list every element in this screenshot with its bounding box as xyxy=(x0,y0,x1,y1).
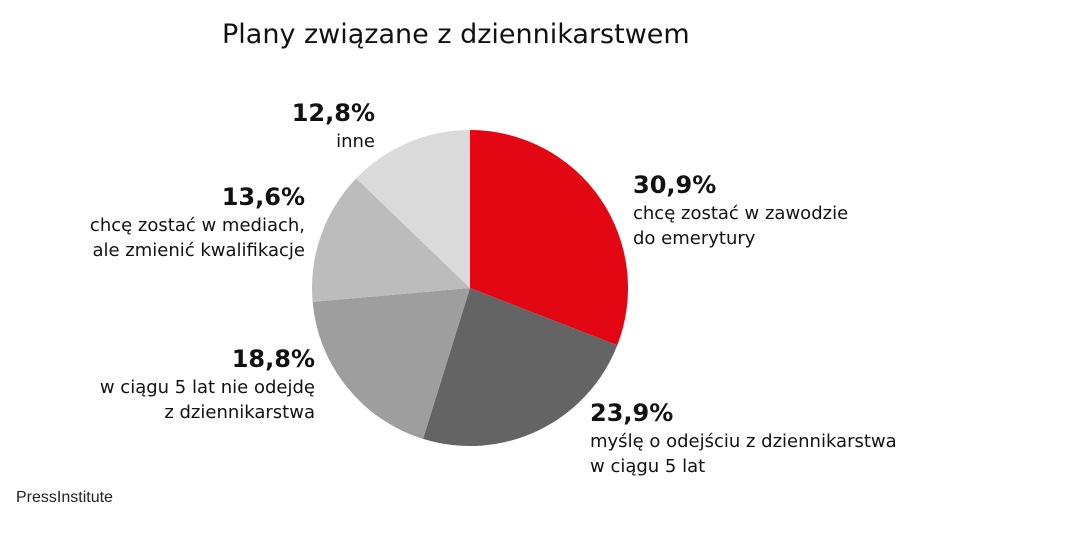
slice-category-label: chcę zostać w zawodzie do emerytury xyxy=(633,203,849,249)
slice-category-label: inne xyxy=(336,131,375,152)
slice-label-thinking-of-leaving: 23,9% myślę o odejściu z dziennikarstwa … xyxy=(590,398,897,479)
slice-category-label: myślę o odejściu z dziennikarstwa w ciąg… xyxy=(590,431,897,477)
slice-stay-until-retirement xyxy=(470,130,629,346)
slice-percent-label: 30,9% xyxy=(633,171,717,199)
slice-percent-label: 23,9% xyxy=(590,399,674,427)
chart-title: Plany związane z dziennikarstwem xyxy=(222,19,690,50)
slice-percent-label: 12,8% xyxy=(291,99,375,127)
slice-other xyxy=(356,130,470,288)
slice-thinking-of-leaving xyxy=(423,288,618,447)
slice-category-label: w ciągu 5 lat nie odejdę z dziennikarstw… xyxy=(99,377,315,423)
slice-label-stay-until-retirement: 30,9% chcę zostać w zawodzie do emerytur… xyxy=(633,170,848,251)
slice-label-change-qualifications: 13,6% chcę zostać w mediach, ale zmienić… xyxy=(90,182,305,263)
slice-label-other: 12,8% inne xyxy=(292,98,375,154)
slice-percent-label: 13,6% xyxy=(221,183,305,211)
slice-percent-label: 18,8% xyxy=(231,345,315,373)
slice-change-qualifications xyxy=(311,178,470,302)
slice-will-not-leave xyxy=(312,288,470,439)
source-credit: PressInstitute xyxy=(16,489,113,506)
slice-label-will-not-leave: 18,8% w ciągu 5 lat nie odejdę z dzienni… xyxy=(100,344,315,425)
slice-category-label: chcę zostać w mediach, ale zmienić kwali… xyxy=(89,215,305,261)
